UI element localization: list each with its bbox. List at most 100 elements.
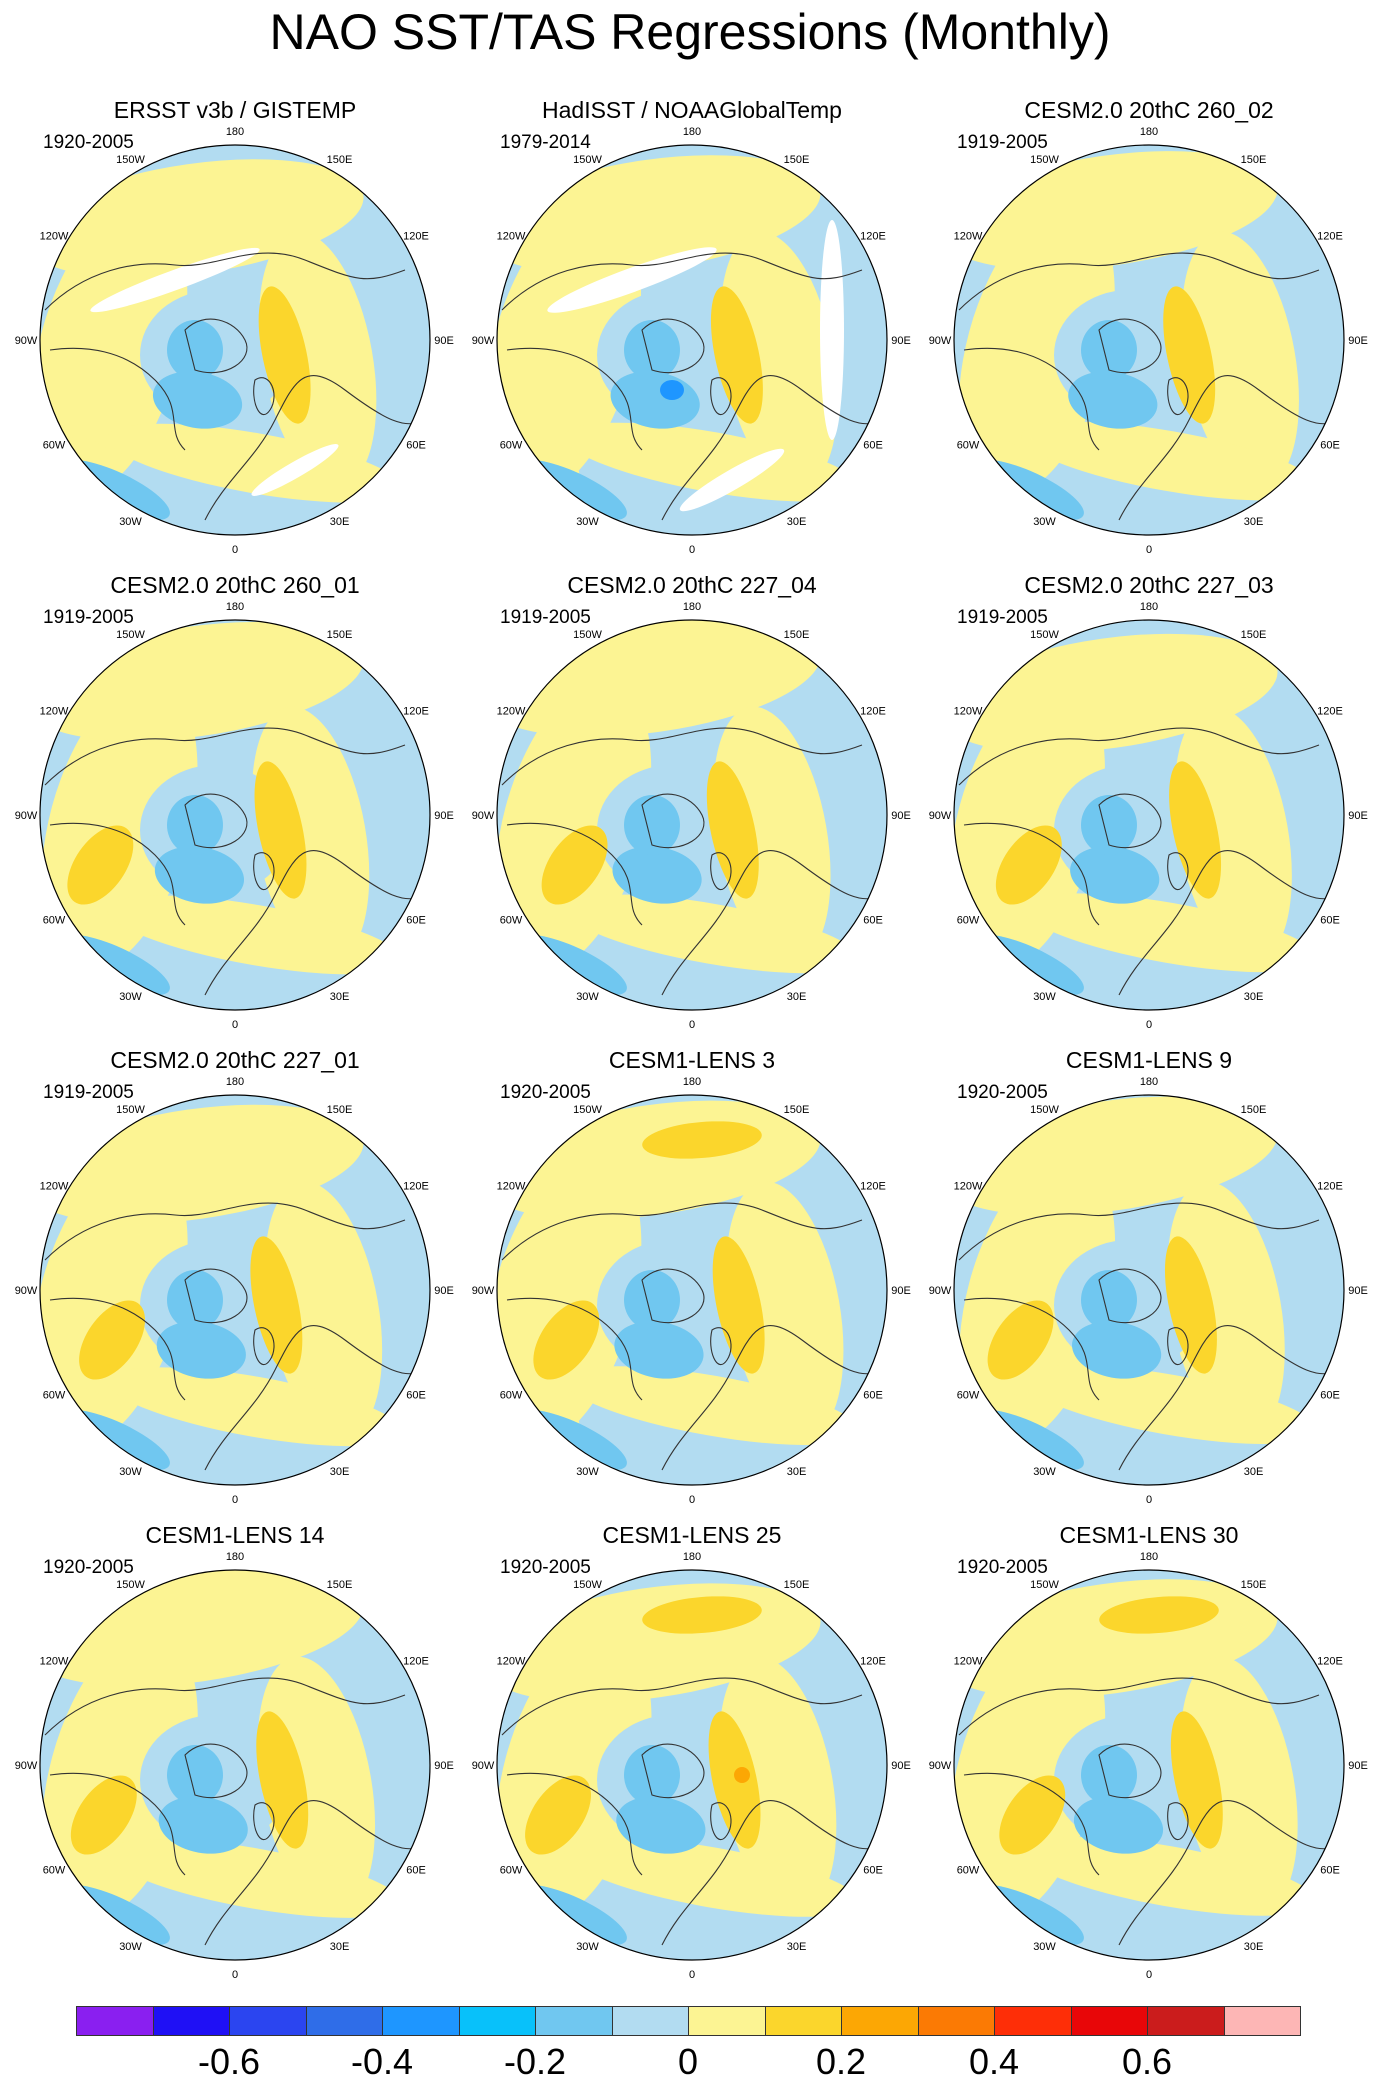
positive-anomaly-region bbox=[720, 231, 838, 489]
map-border bbox=[496, 619, 888, 1011]
longitude-label: 60W bbox=[43, 1390, 66, 1402]
longitude-label: 60W bbox=[500, 1865, 523, 1877]
negative-anomaly-region bbox=[616, 1796, 706, 1854]
longitude-label: 30E bbox=[330, 1466, 350, 1478]
map-panel: CESM2.0 20thC 227_04 1919-2005 180 150E 120E… bbox=[462, 570, 922, 1040]
polar-map: 180 150E 120E 90E 60E 30E 0 30W 60W 90W 120W 150W bbox=[929, 1551, 1368, 1981]
positive-anomaly-region bbox=[258, 286, 311, 424]
polar-map: 180 150E 120E 90E 60E 30E 0 30W 60W 90W 120W 150W bbox=[472, 1551, 911, 1981]
colorbar-tick-label: 0 bbox=[677, 2041, 699, 2082]
positive-anomaly-region bbox=[264, 1181, 383, 1439]
colorbar-box bbox=[917, 2006, 995, 2036]
longitude-label: 60E bbox=[1320, 1865, 1340, 1877]
longitude-label: 180 bbox=[226, 601, 244, 613]
positive-anomaly-region bbox=[1167, 1181, 1285, 1439]
negative-anomaly-region bbox=[660, 380, 684, 400]
positive-anomaly-region bbox=[564, 1366, 860, 1446]
panel-title: CESM2.0 20thC 260_02 bbox=[1024, 97, 1274, 123]
longitude-label: 120W bbox=[497, 1656, 526, 1668]
longitude-label: 0 bbox=[232, 1494, 238, 1506]
map-panel: CESM2.0 20thC 260_02 1919-2005 180 150E 120E… bbox=[919, 95, 1379, 565]
panel-period: 1919-2005 bbox=[43, 607, 134, 628]
positive-anomaly-region bbox=[1180, 1656, 1298, 1914]
map-border bbox=[39, 144, 431, 536]
longitude-label: 60W bbox=[43, 1865, 66, 1877]
longitude-label: 120W bbox=[954, 231, 983, 243]
longitude-label: 180 bbox=[1140, 601, 1158, 613]
longitude-label: 120W bbox=[497, 1181, 526, 1193]
positive-anomaly-region bbox=[1099, 1596, 1219, 1634]
positive-anomaly-region bbox=[642, 1121, 762, 1159]
positive-anomaly-region bbox=[987, 1300, 1054, 1380]
polar-map: 180 150E 120E 90E 60E 30E 0 30W 60W 90W 120W 150W bbox=[15, 1076, 454, 1506]
panel-period: 1920-2005 bbox=[43, 1557, 134, 1578]
longitude-label: 0 bbox=[689, 544, 695, 556]
positive-anomaly-region bbox=[706, 761, 759, 899]
longitude-label: 90E bbox=[1348, 335, 1368, 347]
coastlines bbox=[44, 727, 426, 996]
longitude-label: 150W bbox=[1030, 1579, 1059, 1591]
longitude-label: 30E bbox=[330, 516, 350, 528]
colorbar-tick-label: 0.6 bbox=[1121, 2041, 1173, 2082]
map-panel: HadISST / NOAAGlobalTemp 1979-2014 180 150E… bbox=[462, 95, 922, 565]
panel-period: 1920-2005 bbox=[500, 1082, 591, 1103]
polar-map: 180 150E 120E 90E 60E 30E 0 30W 60W 90W 120W 150W bbox=[15, 601, 454, 1031]
negative-anomaly-region bbox=[152, 371, 243, 429]
longitude-label: 120W bbox=[497, 706, 526, 718]
longitude-label: 30W bbox=[576, 516, 599, 528]
positive-anomaly-region bbox=[257, 1656, 376, 1914]
longitude-label: 120W bbox=[954, 1656, 983, 1668]
longitude-label: 120E bbox=[860, 1181, 886, 1193]
positive-anomaly-region bbox=[719, 1656, 837, 1914]
panel-title: CESM1-LENS 30 bbox=[1059, 1522, 1239, 1548]
longitude-label: 60E bbox=[406, 1865, 426, 1877]
positive-anomaly-region bbox=[254, 761, 307, 899]
longitude-label: 60W bbox=[957, 440, 980, 452]
negative-anomaly-region bbox=[1072, 1321, 1162, 1379]
longitude-label: 150E bbox=[327, 1579, 353, 1591]
positive-anomaly-region bbox=[1021, 421, 1317, 501]
figure-title: NAO SST/TAS Regressions (Monthly) bbox=[269, 4, 1111, 60]
longitude-label: 120E bbox=[860, 1656, 886, 1668]
longitude-label: 90W bbox=[929, 1285, 952, 1297]
longitude-label: 150E bbox=[327, 629, 353, 641]
colorbar-box bbox=[76, 2006, 154, 2036]
longitude-label: 150W bbox=[573, 1579, 602, 1591]
longitude-label: 60W bbox=[957, 1390, 980, 1402]
coastlines bbox=[44, 1202, 426, 1471]
positive-anomaly-region bbox=[1170, 1711, 1223, 1849]
panel-period: 1919-2005 bbox=[957, 132, 1048, 153]
positive-anomaly-region bbox=[708, 1711, 761, 1849]
positive-anomaly-region bbox=[564, 422, 860, 502]
negative-anomaly-region bbox=[167, 1270, 223, 1330]
longitude-label: 60E bbox=[406, 915, 426, 927]
longitude-label: 30E bbox=[787, 1466, 807, 1478]
polar-map: 180 150E 120E 90E 60E 30E 0 30W 60W 90W 120W 150W bbox=[472, 1076, 911, 1506]
negative-anomaly-region bbox=[1068, 371, 1158, 429]
longitude-label: 120E bbox=[403, 231, 429, 243]
longitude-label: 60E bbox=[406, 440, 426, 452]
longitude-label: 30W bbox=[576, 1941, 599, 1953]
coastlines bbox=[958, 727, 1340, 996]
longitude-label: 90W bbox=[472, 335, 495, 347]
positive-anomaly-region bbox=[107, 1839, 403, 1918]
positive-anomaly-region bbox=[1164, 1236, 1217, 1374]
map-panel: CESM1-LENS 3 1920-2005 180 150E 120E 90E 60E 30… bbox=[462, 1045, 922, 1515]
colorbar-box bbox=[688, 2006, 766, 2036]
positive-anomaly-region bbox=[107, 423, 403, 503]
longitude-label: 60W bbox=[957, 915, 980, 927]
negative-anomaly-region bbox=[158, 1796, 248, 1854]
longitude-label: 150W bbox=[573, 154, 602, 166]
longitude-label: 30E bbox=[787, 1941, 807, 1953]
longitude-label: 30E bbox=[330, 1941, 350, 1953]
positive-anomaly-region bbox=[79, 1300, 146, 1380]
longitude-label: 120W bbox=[954, 1181, 983, 1193]
longitude-label: 90W bbox=[15, 810, 38, 822]
map-panel: ERSST v3b / GISTEMP 1920-2005 180 150E 120E 9… bbox=[5, 95, 465, 565]
missing-data-region bbox=[547, 247, 717, 313]
colorbar-box bbox=[841, 2006, 919, 2036]
colorbar-box bbox=[458, 2006, 536, 2036]
longitude-label: 150E bbox=[1241, 1579, 1267, 1591]
panel-title: CESM2.0 20thC 227_01 bbox=[110, 1047, 360, 1073]
longitude-label: 0 bbox=[689, 1969, 695, 1981]
